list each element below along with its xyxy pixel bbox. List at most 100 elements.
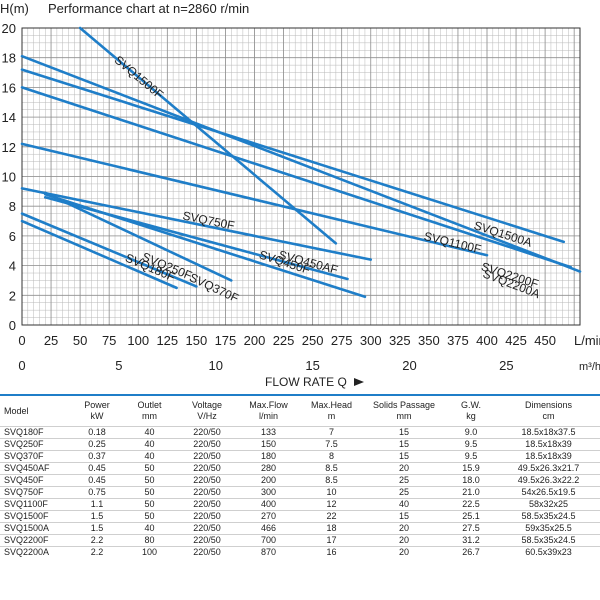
cell-outlet: 40 xyxy=(122,450,177,463)
cell-outlet: 50 xyxy=(122,498,177,511)
header-power: Power kW xyxy=(72,396,122,427)
cell-dimensions: 18.5x18x39 xyxy=(497,450,600,463)
curve-labels: SVQ180FSVQ250FSVQ370FSVQ450AFSVQ450FSVQ7… xyxy=(112,53,542,306)
cell-model: SVQ1500A xyxy=(0,522,72,535)
x-tick-label-m3h: 10 xyxy=(209,358,223,373)
cell-power: 0.37 xyxy=(72,450,122,463)
cell-power: 0.45 xyxy=(72,462,122,475)
header-gw-unit: kg xyxy=(466,411,476,421)
x-tick-labels-m3h: 0 5 10 15 20 25 xyxy=(18,358,513,373)
y-tick-label: 18 xyxy=(2,51,16,66)
header-voltage: Voltage V/Hz xyxy=(177,396,237,427)
cell-max-flow: 180 xyxy=(237,450,300,463)
cell-dimensions: 59x35x25.5 xyxy=(497,522,600,535)
curve-svq2200f xyxy=(20,86,573,269)
header-power-label: Power xyxy=(84,400,110,410)
curve-svq1500a xyxy=(20,68,566,244)
curve-svq750f xyxy=(20,187,373,261)
header-voltage-unit: V/Hz xyxy=(197,411,217,421)
x-tick-label-lmin: 400 xyxy=(476,333,498,348)
cell-gw: 27.5 xyxy=(445,522,497,535)
header-model-label: Model xyxy=(4,405,29,416)
cell-outlet: 40 xyxy=(122,522,177,535)
cell-model: SVQ1500F xyxy=(0,510,72,523)
cell-outlet: 40 xyxy=(122,426,177,439)
cell-model: SVQ250F xyxy=(0,438,72,451)
cell-max-flow: 700 xyxy=(237,534,300,547)
header-gw: G.W. kg xyxy=(445,396,497,427)
cell-dimensions: 49.5x26.3x22.2 xyxy=(497,474,600,487)
x-tick-label-lmin: 450 xyxy=(534,333,556,348)
curve-svq1100f xyxy=(20,142,489,257)
x-tick-label-m3h: 5 xyxy=(115,358,122,373)
cell-voltage: 220/50 xyxy=(177,426,237,439)
cell-power: 1.5 xyxy=(72,522,122,535)
x-tick-label-lmin: 275 xyxy=(331,333,353,348)
cell-solids: 40 xyxy=(363,498,445,511)
y-tick-label: 0 xyxy=(9,318,16,333)
cell-dimensions: 58.5x35x24.5 xyxy=(497,534,600,547)
cell-dimensions: 49.5x26.3x21.7 xyxy=(497,462,600,475)
curve-label-svq750f: SVQ750F xyxy=(181,209,235,233)
cell-max-flow: 200 xyxy=(237,474,300,487)
cell-max-head: 12 xyxy=(300,498,363,511)
header-outlet: Outlet mm xyxy=(122,396,177,427)
arrow-right-icon xyxy=(354,378,364,386)
cell-max-head: 22 xyxy=(300,510,363,523)
x-axis-label: FLOW RATE Q xyxy=(265,375,347,389)
cell-solids: 25 xyxy=(363,474,445,487)
x-tick-label-lmin: 150 xyxy=(186,333,208,348)
cell-model: SVQ2200A xyxy=(0,546,72,558)
cell-model: SVQ450AF xyxy=(0,462,72,475)
curve-svq250f xyxy=(20,212,198,288)
cell-solids: 15 xyxy=(363,426,445,439)
cell-max-head: 7 xyxy=(300,426,363,439)
cell-voltage: 220/50 xyxy=(177,450,237,463)
cell-max-head: 8 xyxy=(300,450,363,463)
cell-outlet: 100 xyxy=(122,546,177,558)
header-solids-label: Solids Passage xyxy=(372,400,436,410)
x-tick-label-lmin: 175 xyxy=(215,333,237,348)
cell-gw: 31.2 xyxy=(445,534,497,547)
plot-frame xyxy=(21,27,581,326)
header-dimensions: Dimensions cm xyxy=(497,396,600,427)
curve-label-svq1100f: SVQ1100F xyxy=(423,229,483,256)
cell-gw: 18.0 xyxy=(445,474,497,487)
table-row: SVQ370F 0.37 40 220/50 180 8 15 9.5 18.5x18x39 xyxy=(0,450,600,463)
cell-outlet: 50 xyxy=(122,462,177,475)
x-tick-label-m3h: 20 xyxy=(402,358,416,373)
cell-gw: 9.5 xyxy=(445,450,497,463)
y-tick-label: 2 xyxy=(9,288,16,303)
x-tick-labels-lmin: 0 25 50 75 100 125 150 175 200 225 250 275 300 325 350… xyxy=(18,333,556,348)
header-dimensions-label: Dimensions xyxy=(524,400,573,410)
table-header-row: Model Power kW Outlet mm Voltage V/Hz Max.F… xyxy=(0,396,600,427)
cell-model: SVQ2200F xyxy=(0,534,72,547)
curve-svq450f xyxy=(43,193,367,299)
table-row: SVQ1100F 1.1 50 220/50 400 12 40 22.5 58x32x25 xyxy=(0,498,600,511)
cell-max-head: 18 xyxy=(300,522,363,535)
cell-gw: 25.1 xyxy=(445,510,497,523)
spec-table-section: Model Power kW Outlet mm Voltage V/Hz Max.F… xyxy=(0,394,600,600)
cell-gw: 9.0 xyxy=(445,426,497,439)
header-max-flow-label: Max.Flow xyxy=(249,400,288,410)
cell-solids: 15 xyxy=(363,438,445,451)
header-power-unit: kW xyxy=(90,411,104,421)
y-axis-label: H(m) xyxy=(0,1,29,16)
cell-gw: 21.0 xyxy=(445,486,497,499)
cell-dimensions: 58x32x25 xyxy=(497,498,600,511)
cell-max-flow: 466 xyxy=(237,522,300,535)
x-tick-label-m3h: 15 xyxy=(305,358,319,373)
cell-solids: 20 xyxy=(363,546,445,558)
spec-table: Model Power kW Outlet mm Voltage V/Hz Max.F… xyxy=(0,396,600,558)
cell-solids: 20 xyxy=(363,534,445,547)
x-tick-label-lmin: 125 xyxy=(156,333,178,348)
cell-model: SVQ180F xyxy=(0,426,72,439)
x-tick-label-lmin: 350 xyxy=(418,333,440,348)
cell-max-flow: 150 xyxy=(237,438,300,451)
cell-dimensions: 18.5x18x37.5 xyxy=(497,426,600,439)
table-row: SVQ1500F 1.5 50 220/50 270 22 15 25.1 58.5x35x24… xyxy=(0,510,600,523)
x-tick-label-lmin: 300 xyxy=(360,333,382,348)
cell-max-head: 10 xyxy=(300,486,363,499)
x-unit-m3h: m³/h xyxy=(579,361,600,373)
y-tick-label: 4 xyxy=(9,259,16,274)
